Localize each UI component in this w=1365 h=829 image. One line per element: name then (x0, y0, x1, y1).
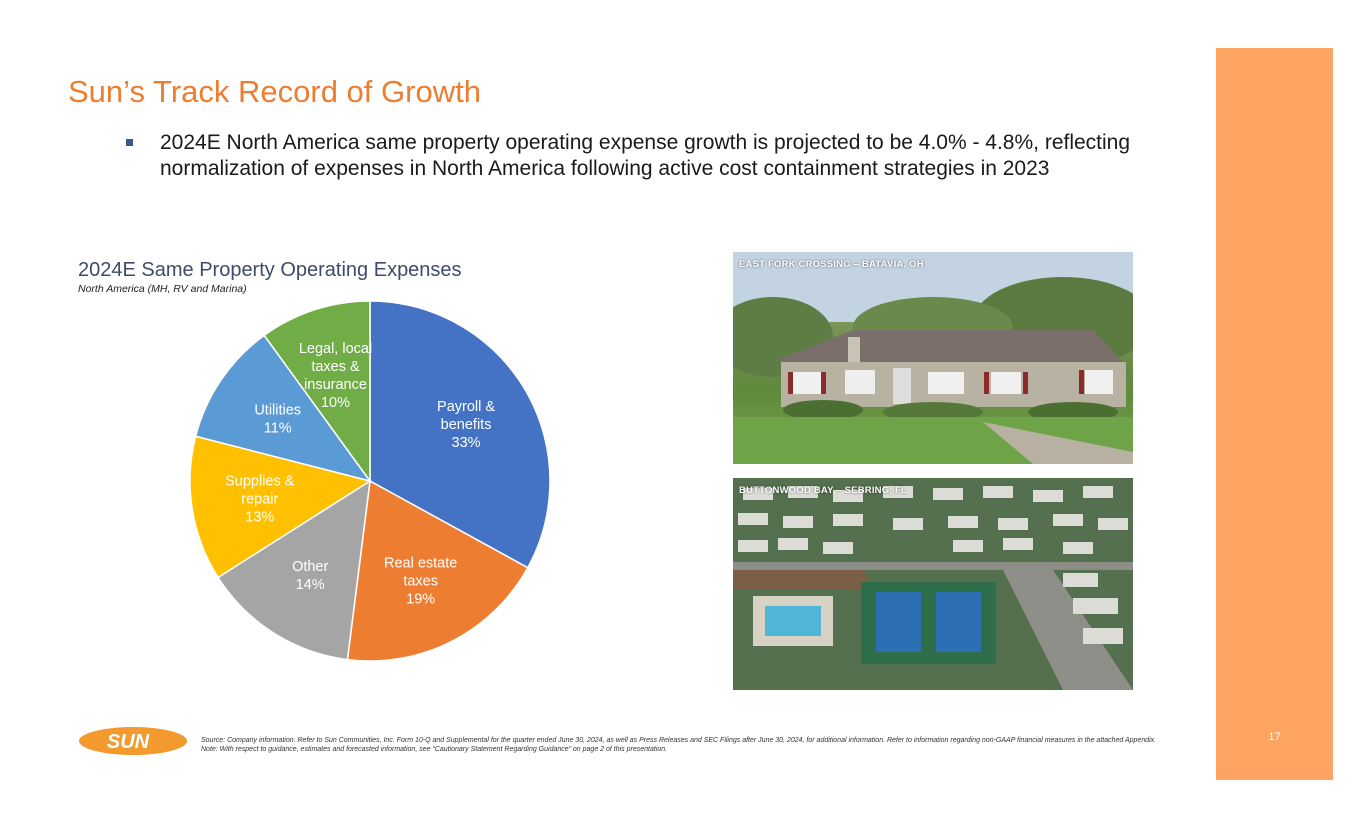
footnote-note: Note: With respect to guidance, estimate… (201, 746, 668, 753)
bullet-item: 2024E North America same property operat… (126, 130, 1186, 182)
pie-slice-label: Supplies & repair 13% (225, 473, 295, 525)
bullet-text: 2024E North America same property operat… (160, 131, 1131, 180)
logo-text: SUN (107, 731, 150, 753)
footnote: Source: Company information. Refer to Su… (201, 736, 1201, 754)
photo-east-fork-crossing: EAST FORK CROSSING – BATAVIA, OH (733, 252, 1133, 464)
chart-subtitle: North America (MH, RV and Marina) (78, 283, 247, 295)
page-title: Sun’s Track Record of Growth (68, 74, 481, 109)
page-number: 17 (1268, 731, 1281, 743)
bullet-square-icon (126, 139, 133, 146)
photo-buttonwood-bay: BUTTONWOOD BAY – SEBRING, FL (733, 478, 1133, 690)
pie-slice-label: Other 14% (292, 559, 328, 593)
pie-slice (194, 334, 372, 483)
pie-chart: Payroll & benefits 33% Real estate taxes 19% O… (189, 300, 551, 662)
pie-slice (369, 300, 551, 569)
pie-slice (263, 300, 371, 484)
pie-slice-label: Utilities 11% (254, 402, 301, 436)
house-photo-illustration (733, 252, 1133, 464)
chart-title: 2024E Same Property Operating Expenses (78, 259, 462, 281)
pie-slice (216, 479, 371, 661)
footnote-source: Source: Company information. Refer to Su… (201, 737, 1157, 744)
pie-slice (346, 479, 529, 662)
aerial-photo-illustration (733, 478, 1133, 690)
side-accent-bar (1216, 48, 1333, 780)
pie-slice-label: Legal, local taxes & insurance 10% (299, 341, 372, 411)
sun-logo: SUN (79, 727, 187, 755)
photo-caption: BUTTONWOOD BAY – SEBRING, FL (739, 485, 907, 496)
photo-caption: EAST FORK CROSSING – BATAVIA, OH (739, 259, 924, 270)
pie-slice-label: Real estate taxes 19% (384, 555, 457, 607)
pie-slice (189, 435, 372, 579)
pie-slice-label: Payroll & benefits 33% (437, 399, 495, 451)
